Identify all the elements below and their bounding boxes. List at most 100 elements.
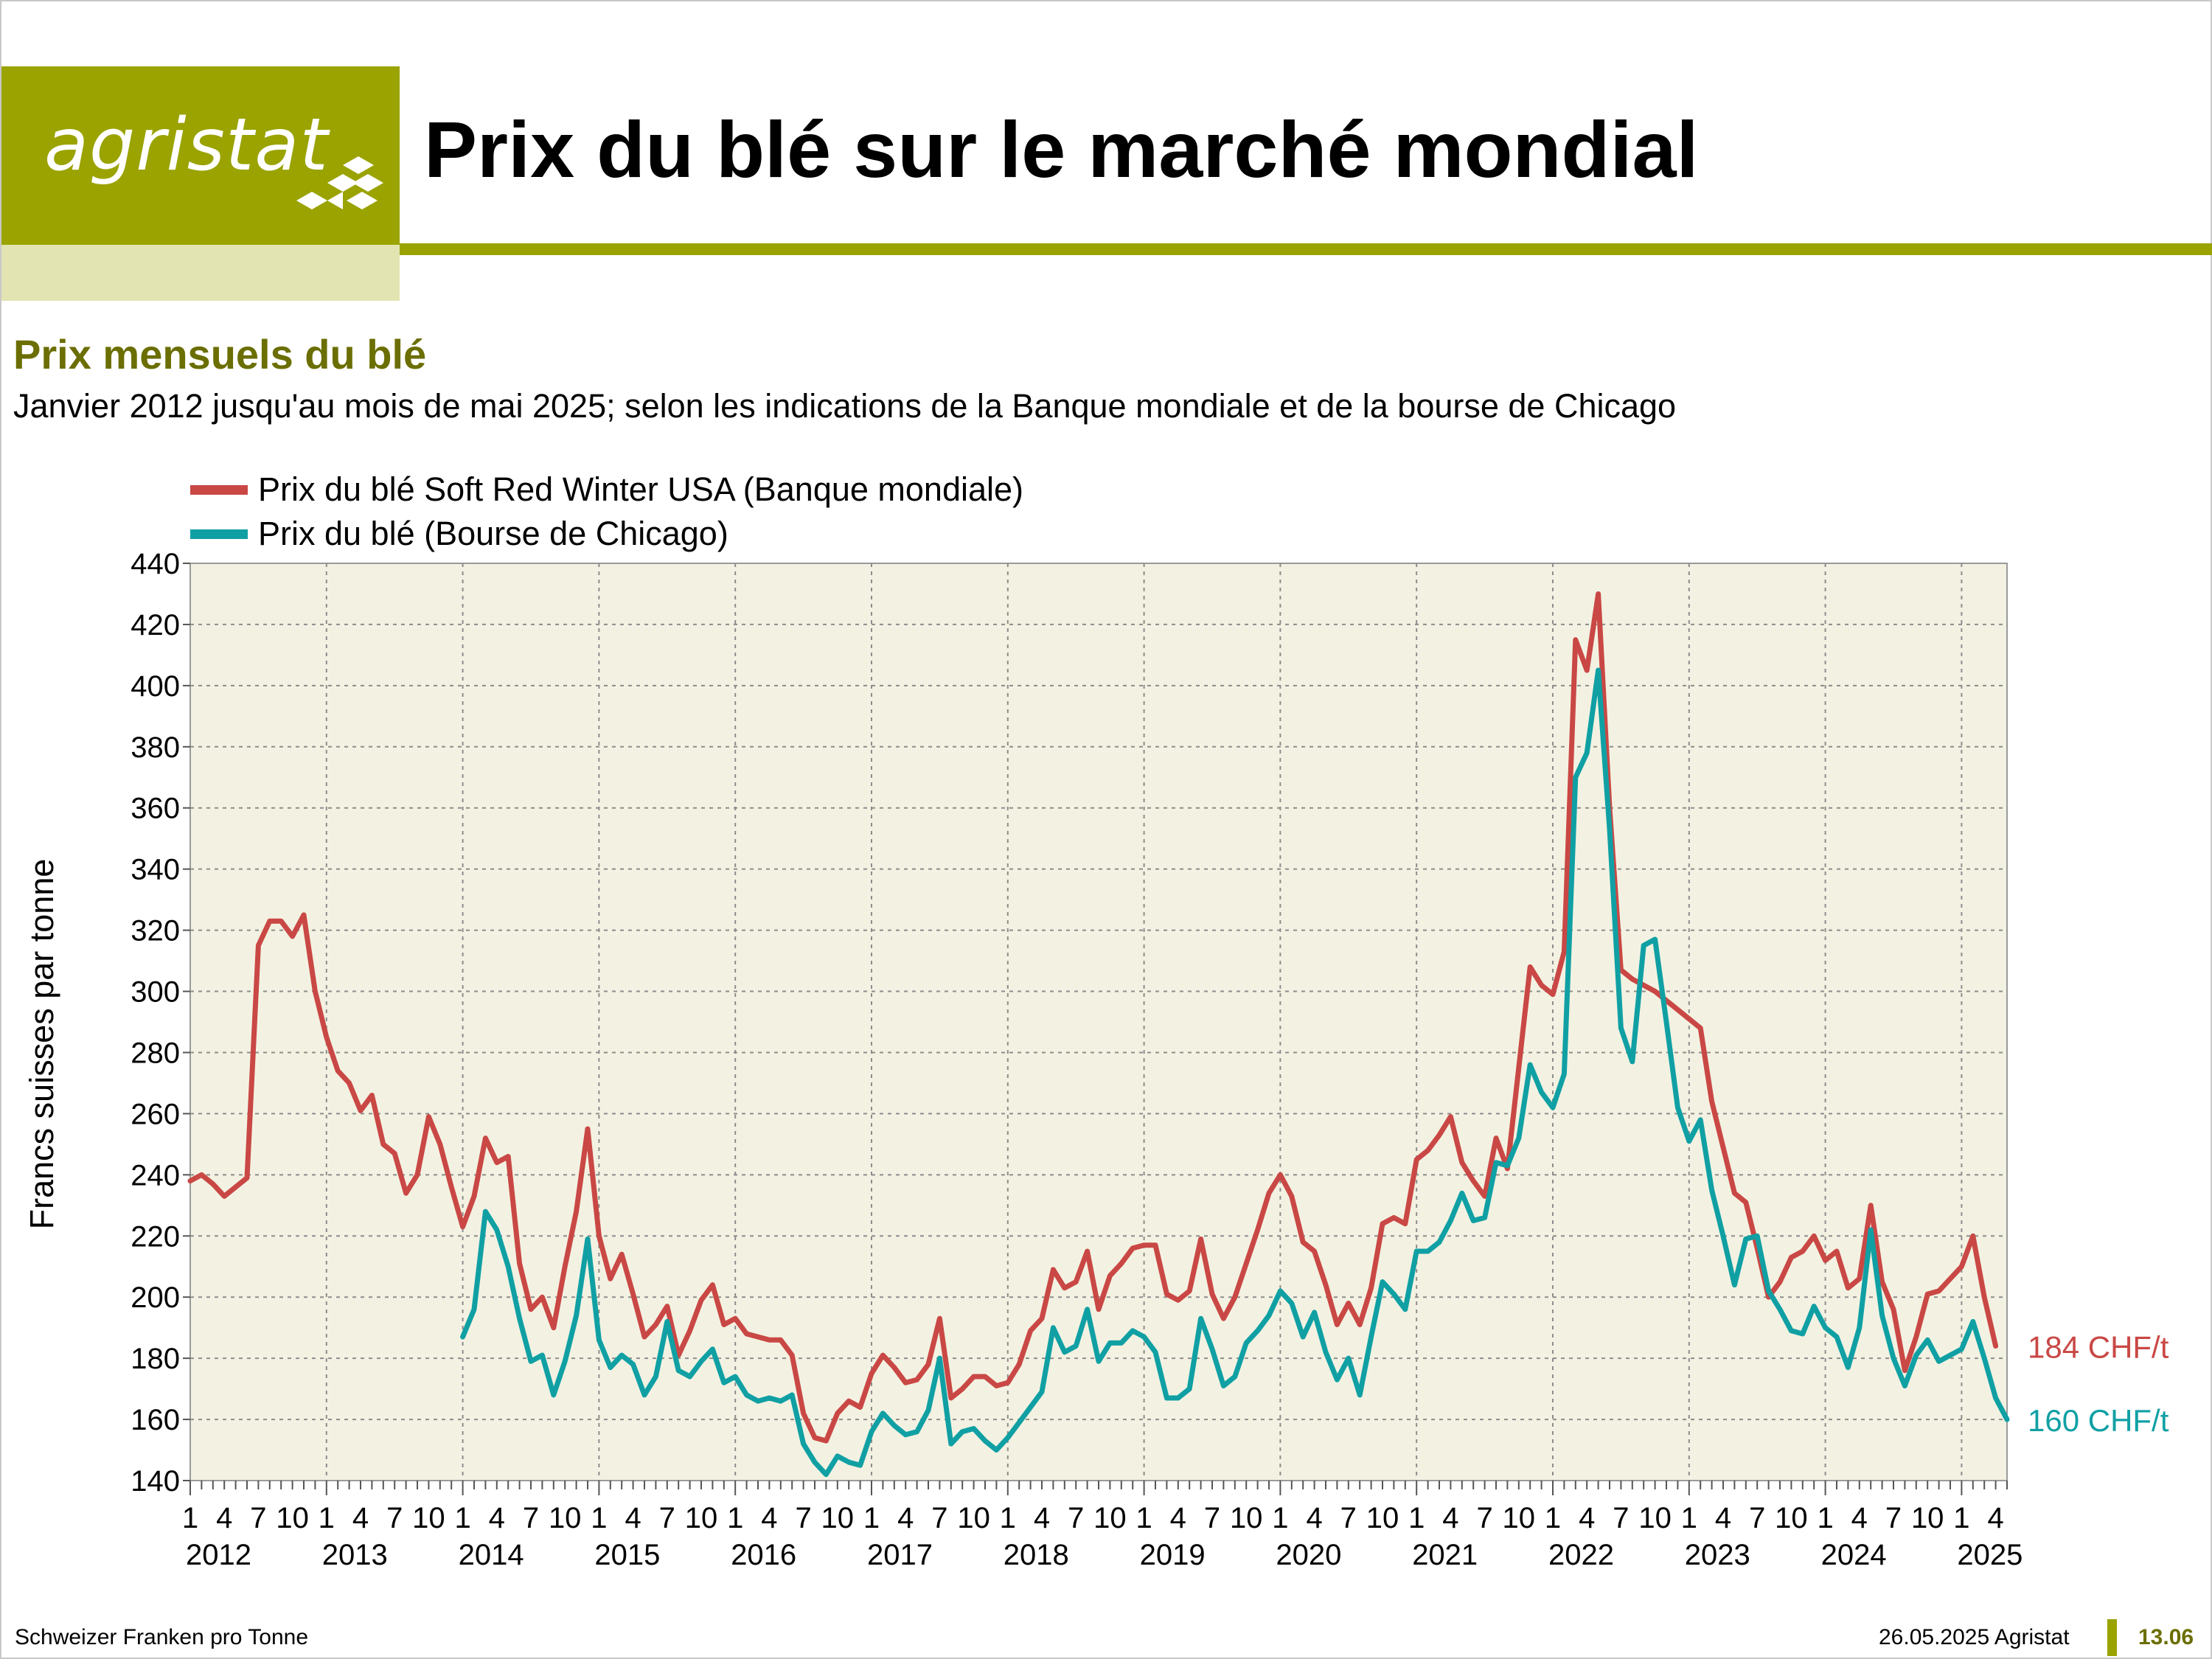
chart-title: Prix mensuels du blé: [13, 331, 427, 378]
x-year-label: 2023: [1685, 1539, 1750, 1571]
x-month-label: 1: [1272, 1502, 1288, 1534]
plot-area: [189, 563, 2008, 1481]
x-year-label: 2021: [1412, 1539, 1478, 1571]
x-year-label: 2014: [459, 1539, 524, 1571]
x-year-label: 2024: [1821, 1539, 1887, 1571]
x-month-label: 7: [1204, 1502, 1220, 1534]
chart-subtitle: Janvier 2012 jusqu'au mois de mai 2025; …: [13, 387, 1677, 425]
x-month-label: 1: [1000, 1502, 1016, 1534]
chart-legend: Prix du blé Soft Red Winter USA (Banque …: [190, 467, 1023, 556]
logo-panel: [1, 66, 400, 245]
legend-swatch-world-bank: [190, 484, 248, 495]
y-tick-label: 200: [131, 1281, 180, 1314]
x-year-label: 2019: [1140, 1539, 1206, 1571]
y-tick-label: 300: [131, 976, 180, 1009]
x-month-label: 1: [863, 1502, 880, 1534]
y-tick-label: 340: [131, 854, 180, 886]
x-year-label: 2025: [1957, 1539, 2023, 1571]
x-month-label: 4: [1306, 1502, 1322, 1534]
x-month-label: 1: [1545, 1502, 1561, 1534]
x-month-label: 10: [1638, 1502, 1672, 1534]
page-title: Prix du blé sur le marché mondial: [424, 105, 1699, 194]
x-month-label: 7: [1476, 1502, 1492, 1534]
x-month-label: 7: [795, 1502, 811, 1534]
x-month-label: 10: [957, 1502, 990, 1534]
x-month-label: 10: [1366, 1502, 1399, 1534]
logo-band: [1, 245, 400, 301]
x-month-label: 10: [276, 1502, 309, 1534]
x-month-label: 1: [182, 1502, 198, 1534]
x-month-label: 10: [1230, 1502, 1263, 1534]
x-month-label: 7: [1885, 1502, 1902, 1534]
header-rule: [400, 243, 2212, 255]
x-year-label: 2020: [1276, 1539, 1341, 1571]
x-month-label: 4: [1034, 1502, 1050, 1534]
y-tick-label: 260: [131, 1098, 180, 1130]
x-month-label: 1: [1135, 1502, 1152, 1534]
x-month-label: 1: [1408, 1502, 1425, 1534]
x-month-label: 1: [1817, 1502, 1833, 1534]
x-month-label: 4: [1170, 1502, 1186, 1534]
x-year-label: 2022: [1548, 1539, 1614, 1571]
x-month-label: 4: [1851, 1502, 1868, 1534]
series-line-chicago: [460, 667, 2010, 1478]
x-year-label: 2016: [731, 1539, 796, 1571]
x-month-label: 4: [1987, 1502, 2003, 1534]
x-month-label: 1: [1681, 1502, 1697, 1534]
y-tick-label: 420: [131, 609, 180, 641]
x-month-label: 1: [727, 1502, 743, 1534]
x-month-label: 1: [1953, 1502, 1969, 1534]
x-year-label: 2017: [867, 1539, 933, 1571]
legend-item-world-bank: Prix du blé Soft Red Winter USA (Banque …: [190, 467, 1023, 512]
y-tick-label: 400: [131, 670, 180, 703]
y-tick-label: 320: [131, 915, 180, 947]
y-tick-label: 180: [131, 1343, 180, 1375]
legend-label-chicago: Prix du blé (Bourse de Chicago): [258, 515, 728, 552]
agristat-logo-text: agristat: [44, 103, 329, 187]
footer-unit-note: Schweizer Franken pro Tonne: [15, 1625, 308, 1649]
x-month-label: 7: [931, 1502, 947, 1534]
x-month-label: 7: [1613, 1502, 1629, 1534]
footer-page-number: 13.06: [2138, 1625, 2194, 1649]
series-line-world-bank: [187, 591, 1999, 1444]
x-month-label: 7: [659, 1502, 675, 1534]
x-month-label: 10: [1503, 1502, 1536, 1534]
y-tick-label: 440: [131, 548, 180, 580]
x-month-label: 4: [897, 1502, 914, 1534]
y-tick-label: 380: [131, 731, 180, 764]
x-month-label: 4: [1442, 1502, 1458, 1534]
x-month-label: 7: [1068, 1502, 1084, 1534]
x-month-label: 7: [1340, 1502, 1357, 1534]
y-tick-label: 360: [131, 793, 180, 825]
x-month-label: 4: [489, 1502, 505, 1534]
x-month-label: 10: [1093, 1502, 1127, 1534]
x-month-label: 7: [386, 1502, 403, 1534]
x-month-label: 10: [1775, 1502, 1808, 1534]
x-year-label: 2013: [322, 1539, 388, 1571]
x-month-label: 10: [549, 1502, 582, 1534]
end-label-chicago: 160 CHF/t: [2028, 1403, 2169, 1438]
legend-swatch-chicago: [190, 529, 248, 539]
x-month-label: 10: [821, 1502, 855, 1534]
y-axis-label: Francs suisses par tonne: [23, 859, 60, 1230]
x-month-label: 4: [216, 1502, 232, 1534]
x-month-label: 4: [761, 1502, 777, 1534]
y-tick-label: 280: [131, 1037, 180, 1069]
legend-label-world-bank: Prix du blé Soft Red Winter USA (Banque …: [258, 470, 1024, 508]
legend-item-chicago: Prix du blé (Bourse de Chicago): [190, 512, 1023, 556]
y-tick-label: 220: [131, 1220, 180, 1253]
x-month-label: 4: [1715, 1502, 1731, 1534]
x-month-label: 10: [412, 1502, 445, 1534]
y-tick-label: 240: [131, 1159, 180, 1192]
y-tick-label: 140: [131, 1465, 180, 1498]
x-month-label: 4: [352, 1502, 369, 1534]
x-month-label: 4: [625, 1502, 641, 1534]
end-label-world-bank: 184 CHF/t: [2028, 1330, 2169, 1365]
x-year-label: 2015: [594, 1539, 660, 1571]
x-month-label: 7: [523, 1502, 539, 1534]
x-month-label: 1: [319, 1502, 335, 1534]
x-month-label: 7: [250, 1502, 266, 1534]
y-tick-label: 160: [131, 1404, 180, 1436]
